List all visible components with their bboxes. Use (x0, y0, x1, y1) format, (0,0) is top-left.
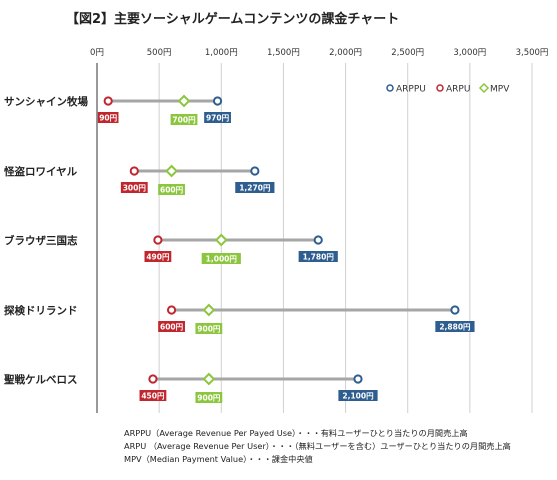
note-mpv: MPV（Median Payment Value）・・・課金中央値 (124, 454, 313, 464)
legend-mpv-icon (478, 82, 490, 94)
category-label: 怪盗ロワイヤル (4, 165, 78, 178)
mpv-label-bg (158, 184, 185, 195)
x-tick-label: 1,500円 (267, 48, 300, 58)
note-arppu: ARPPU（Average Revenue Per Payed Use）・・・有… (124, 428, 468, 438)
x-tick-label: 2,000円 (329, 48, 362, 58)
arpu-label: 300円 (123, 184, 147, 193)
x-tick-label: 2,500円 (391, 48, 424, 58)
arppu-marker (250, 166, 260, 176)
mpv-label: 600円 (160, 186, 184, 195)
arppu-label-bg (235, 182, 275, 193)
legend-label: MPV (490, 85, 510, 95)
definition-notes: ARPPU（Average Revenue Per Payed Use）・・・有… (124, 427, 511, 466)
mpv-label-bg (195, 392, 223, 403)
arppu-label: 970円 (206, 114, 230, 123)
arppu-label-bg (298, 251, 338, 262)
arpu-label: 450円 (141, 392, 165, 401)
mpv-label: 900円 (197, 325, 221, 334)
mpv-marker (177, 94, 191, 108)
arppu-label: 1,270円 (239, 184, 271, 193)
range-row: 90円 970円 700円 (97, 94, 231, 125)
mpv-marker (202, 372, 216, 386)
arpu-label-bg (120, 182, 148, 193)
category-label: ブラウザ三国志 (4, 234, 78, 247)
legend-label: ARPU (446, 85, 470, 95)
range-row: 450円 2,100円 900円 (139, 372, 378, 403)
arpu-label-bg (158, 321, 185, 332)
arppu-label-bg (435, 321, 475, 332)
arppu-label: 2,880円 (439, 323, 471, 332)
mpv-label: 700円 (172, 116, 196, 125)
x-tick-label: 500円 (147, 48, 172, 58)
chart-title: 【図2】主要ソーシャルゲームコンテンツの課金チャート (66, 12, 400, 27)
arppu-label-bg (338, 390, 378, 401)
category-label: 聖戦ケルベロス (4, 373, 78, 386)
arpu-marker (166, 305, 177, 315)
arppu-marker (450, 305, 460, 315)
arppu-marker (313, 235, 323, 245)
dot-range-chart: 0円 500円 1,000円 1,500円 2,000円 2,500円 3,000円 3,50… (4, 48, 549, 413)
mpv-label-bg (195, 323, 223, 334)
arpu-marker (148, 374, 158, 384)
legend-arpu-icon (436, 84, 444, 92)
legend-item: ARPU (436, 84, 470, 95)
mpv-label: 900円 (197, 394, 221, 403)
range-row: 600円 2,880円 900円 (158, 303, 475, 334)
arpu-marker (103, 96, 113, 106)
range-row: 300円 1,270円 600円 (120, 164, 275, 195)
arpu-label-bg (144, 251, 172, 262)
legend-item: MPV (478, 82, 510, 95)
range-row: 490円 1,780円 1,000円 (144, 233, 338, 264)
mpv-label-bg (201, 253, 241, 264)
arpu-label-bg (97, 112, 119, 123)
mpv-marker (165, 164, 178, 178)
x-tick-label: 1,000円 (205, 48, 238, 58)
mpv-label-bg (170, 114, 198, 125)
arppu-label: 2,100円 (342, 392, 374, 401)
x-tick-label: 0円 (90, 48, 104, 58)
arpu-marker (153, 235, 163, 245)
note-arpu: ARPU （Average Revenue Per User）・・・（無料ユーザ… (124, 441, 511, 451)
mpv-label: 1,000円 (206, 255, 238, 264)
x-tick-label: 3,500円 (516, 48, 549, 58)
legend-arppu-icon (386, 84, 394, 92)
arpu-label-bg (139, 390, 167, 401)
arppu-marker (353, 374, 363, 384)
arpu-marker (129, 166, 139, 176)
category-label: サンシャイン牧場 (4, 95, 88, 108)
arppu-label-bg (204, 112, 231, 123)
mpv-marker (214, 233, 228, 247)
arppu-marker (212, 96, 223, 106)
legend-label: ARPPU (396, 85, 426, 95)
mpv-marker (202, 303, 216, 317)
arpu-label: 90円 (99, 114, 117, 123)
arppu-label: 1,780円 (303, 253, 335, 262)
arpu-label: 490円 (146, 253, 170, 262)
x-tick-label: 3,000円 (453, 48, 486, 58)
legend-item: ARPPU (386, 84, 426, 95)
category-label: 探検ドリランド (4, 304, 78, 317)
arpu-label: 600円 (160, 323, 184, 332)
